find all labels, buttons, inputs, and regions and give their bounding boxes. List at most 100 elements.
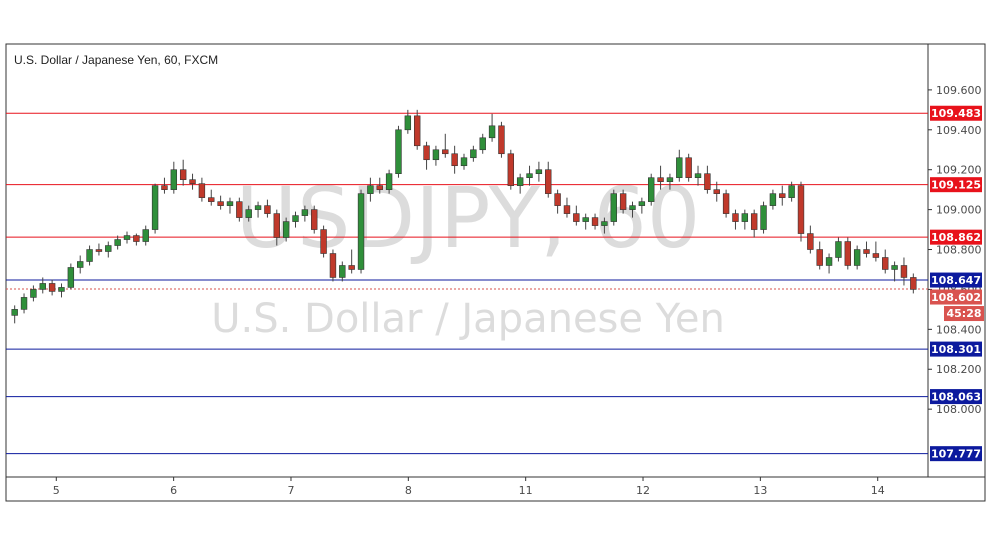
y-tick-label: 109.400 [936,124,982,137]
candle-body [208,197,215,202]
x-tick-label: 7 [287,484,294,497]
candle-body [385,173,393,190]
candle-body [423,145,430,161]
x-tick-label: 11 [519,484,533,497]
candle-body [357,193,365,270]
candle-body [591,217,599,226]
candle-body [479,137,486,151]
candle-body [460,157,468,167]
candle-body [676,157,683,178]
candle-body [563,205,571,214]
candle-body [704,173,711,190]
y-tick-label: 108.800 [936,244,982,257]
x-tick-label: 12 [636,484,650,497]
y-tick-label: 109.200 [936,164,982,177]
candle-body [629,205,636,210]
x-tick-label: 13 [753,484,767,497]
candle-body [573,213,580,222]
candles-layer [11,109,917,324]
candle-body [900,265,908,278]
level-tag [930,272,982,288]
candle-body [20,297,28,310]
candle-body [123,235,131,240]
candle-body [853,249,861,266]
level-tag-label: 109.125 [931,179,981,192]
time-axis-area [5,476,986,502]
y-axis-ticks: 109.600 109.400 109.200 109.000 108.800 108.6… [928,84,982,416]
candle-body [582,217,589,222]
candle-body [788,185,795,198]
candle-body [245,209,252,218]
candle-body [30,289,37,298]
candle-body [395,129,402,175]
candle-body [348,265,355,270]
level-tag [930,341,982,357]
candle-body [77,261,84,268]
candle-body [713,189,720,194]
candle-body [142,229,149,242]
candle-body [292,215,299,222]
y-tick-label: 109.600 [936,84,982,97]
candle-body [39,283,46,290]
levels-layer [6,112,928,455]
candle-body [189,179,196,184]
level-tag-label: 109.483 [931,107,981,120]
candle-body [301,209,309,216]
level-tag [930,105,982,121]
candle-body [105,245,112,252]
x-tick-label: 6 [170,484,177,497]
countdown-label: 45:28 [946,307,981,320]
candle-body [254,205,262,210]
candle-body [198,183,206,198]
y-tick-label: 109.000 [936,204,982,217]
candle-body [769,193,777,206]
candle-body [638,201,646,206]
candle-body [807,233,814,250]
candle-body [273,213,280,238]
level-tag-label: 108.063 [931,391,981,404]
candle-body [151,185,159,230]
candle-body [732,213,739,222]
candle-body [835,241,842,258]
candle-body [432,149,440,161]
candle-body [67,267,75,288]
candle-body [470,149,477,159]
plot-area [5,43,929,478]
candle-body [48,283,56,292]
candle-body [722,193,730,214]
candle-body [657,177,664,182]
y-tick-label: 108.200 [936,363,982,376]
candle-body [170,169,178,190]
candle-body [825,257,833,266]
candle-body [619,193,627,210]
candle-body [442,149,449,155]
candle-body [413,115,421,147]
candle-body [217,201,224,206]
x-tick-label: 14 [871,484,885,497]
level-tag [930,446,982,462]
candle-body [863,249,870,254]
candle-body [750,213,758,230]
candle-body [95,249,103,252]
candle-body [797,185,805,234]
candle-body [554,193,561,206]
candle-body [226,201,234,206]
countdown-tag [944,306,984,322]
candle-body [816,249,823,266]
watermark-name: U.S. Dollar / Japanese Yen [211,296,725,342]
candle-body [516,177,524,186]
candle-body [779,193,786,198]
candle-body [910,277,917,290]
candle-body [11,309,18,316]
candle-body [685,157,692,178]
candle-body [404,115,412,131]
candle-body [133,235,140,242]
y-tick-label: 108.400 [936,323,982,336]
candle-body [320,229,327,254]
level-tag-label: 108.647 [931,274,981,287]
candle-body [648,177,655,202]
candle-body [339,265,346,278]
level-tag-label: 108.301 [931,343,981,356]
